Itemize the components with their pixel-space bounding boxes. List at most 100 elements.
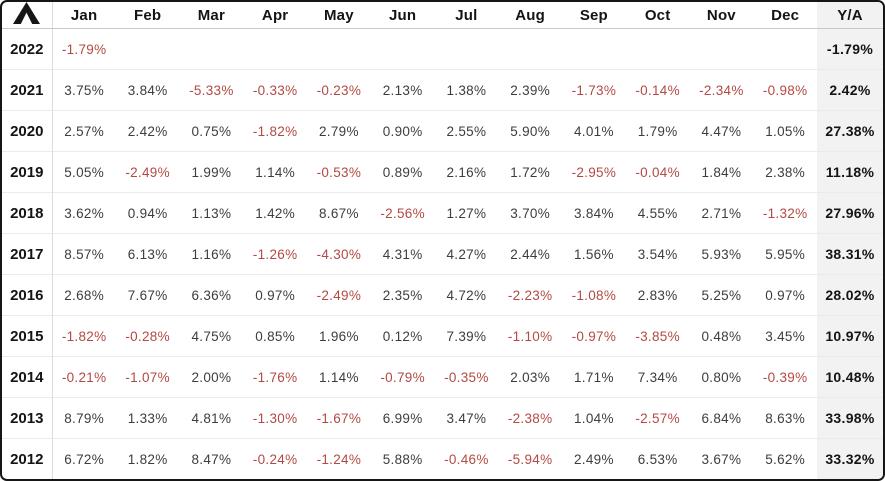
monthly-return-cell: -0.28% (125, 328, 170, 344)
monthly-return-cell (180, 29, 244, 70)
monthly-return-cell: 4.31% (382, 246, 423, 262)
annual-return-cell: 33.98% (817, 397, 883, 439)
table-row: 2019 5.05% -2.49% 1.99% 1.14% -0.53% 0.89% 2.16… (2, 151, 883, 193)
monthly-return-cell (371, 29, 435, 70)
month-header: Dec (753, 2, 817, 29)
table-row: 2015 -1.82% -0.28% 4.75% 0.85% 1.96% 0.12% 7.39… (2, 315, 883, 357)
monthly-return-cell: 5.05% (64, 164, 105, 180)
monthly-return-cell: -1.32% (762, 205, 808, 221)
monthly-return-cell: 5.93% (701, 246, 742, 262)
monthly-return-cell: 8.57% (64, 246, 105, 262)
monthly-return-cell (562, 29, 626, 70)
row-year-label: 2016 (2, 274, 53, 316)
monthly-return-cell: 7.39% (446, 328, 487, 344)
row-year-label: 2022 (2, 28, 53, 70)
table-row: 2016 2.68% 7.67% 6.36% 0.97% -2.49% 2.35% 4.72%… (2, 274, 883, 316)
table-row: 2022 -1.79% -1.79% (2, 28, 883, 70)
monthly-return-cell: 1.56% (573, 246, 614, 262)
monthly-return-cell (690, 29, 754, 70)
monthly-return-cell: 2.35% (382, 287, 423, 303)
monthly-return-cell (243, 29, 307, 70)
monthly-return-cell (435, 29, 499, 70)
monthly-return-cell: 2.39% (510, 82, 551, 98)
monthly-return-cell: 1.99% (191, 164, 232, 180)
monthly-return-cell: 3.67% (701, 451, 742, 467)
monthly-return-cell: 5.25% (701, 287, 742, 303)
monthly-return-cell: 2.79% (318, 123, 359, 139)
monthly-return-cell: 2.71% (701, 205, 742, 221)
monthly-return-cell: -0.04% (635, 164, 680, 180)
monthly-return-cell: -0.98% (762, 82, 808, 98)
monthly-return-cell: 0.94% (127, 205, 168, 221)
monthly-return-cell: 1.71% (573, 369, 614, 385)
monthly-return-cell: -1.82% (252, 123, 298, 139)
table-header: Jan Feb Mar Apr May Jun Jul Aug Sep Oct … (2, 2, 883, 29)
monthly-return-cell: 1.27% (446, 205, 487, 221)
month-header: Jul (434, 2, 499, 29)
monthly-return-cell: 2.16% (446, 164, 487, 180)
month-header: Oct (625, 2, 690, 29)
monthly-return-cell: 4.72% (446, 287, 487, 303)
monthly-return-cell: 0.85% (255, 328, 296, 344)
monthly-return-cell: 6.53% (637, 451, 678, 467)
monthly-return-cell: -0.53% (316, 164, 362, 180)
table-row: 2014 -0.21% -1.07% 2.00% -1.76% 1.14% -0.79% -0… (2, 356, 883, 398)
monthly-return-cell: -1.30% (252, 410, 298, 426)
monthly-return-cell: 0.75% (191, 123, 232, 139)
monthly-return-cell: -0.39% (762, 369, 808, 385)
monthly-return-cell: 3.84% (573, 205, 614, 221)
monthly-return-cell: 1.79% (637, 123, 678, 139)
monthly-return-cell: 8.47% (191, 451, 232, 467)
monthly-return-cell: 4.81% (191, 410, 232, 426)
monthly-return-cell: -0.14% (635, 82, 680, 98)
monthly-return-cell: 4.47% (701, 123, 742, 139)
monthly-return-cell: -1.79% (61, 41, 107, 57)
monthly-return-cell: 1.82% (127, 451, 168, 467)
monthly-return-cell: -2.38% (507, 410, 553, 426)
monthly-return-cell: -0.46% (444, 451, 489, 467)
annual-return-cell: 38.31% (817, 233, 883, 275)
row-year-label: 2012 (2, 438, 53, 479)
monthly-return-cell: -5.33% (189, 82, 234, 98)
monthly-return-cell: 3.54% (637, 246, 678, 262)
table-body: 2022 -1.79% -1.79% 2021 3.75% 3.84% -5.33% -0.3… (2, 28, 883, 479)
monthly-return-cell: 7.34% (637, 369, 678, 385)
table-row: 2012 6.72% 1.82% 8.47% -0.24% -1.24% 5.88% -0.4… (2, 438, 883, 479)
monthly-return-cell: 8.67% (318, 205, 359, 221)
month-header: Feb (115, 2, 180, 29)
monthly-return-cell: -5.94% (507, 451, 553, 467)
annual-return-cell: 33.32% (817, 438, 883, 479)
monthly-return-cell: -0.35% (444, 369, 489, 385)
annual-return-cell: 2.42% (817, 69, 883, 111)
monthly-return-cell: -1.82% (61, 328, 107, 344)
monthly-return-cell: 3.84% (127, 82, 168, 98)
monthly-return-cell: 8.79% (64, 410, 105, 426)
month-header: Sep (562, 2, 626, 29)
monthly-return-cell: -0.97% (571, 328, 617, 344)
annual-return-cell: 11.18% (817, 151, 883, 193)
monthly-return-cell: 6.84% (701, 410, 742, 426)
monthly-return-cell: -0.79% (380, 369, 425, 385)
monthly-return-cell: 2.13% (382, 82, 423, 98)
monthly-return-cell (307, 29, 371, 70)
monthly-return-cell: 2.42% (127, 123, 168, 139)
monthly-return-cell: 5.88% (382, 451, 423, 467)
row-year-label: 2014 (2, 356, 53, 398)
monthly-return-cell: 1.05% (765, 123, 806, 139)
monthly-return-cell: 2.03% (510, 369, 551, 385)
monthly-return-cell: -1.10% (507, 328, 553, 344)
monthly-return-cell: 0.48% (701, 328, 742, 344)
monthly-return-cell: 6.36% (191, 287, 232, 303)
monthly-return-cell: -1.76% (252, 369, 298, 385)
monthly-return-cell: 4.75% (191, 328, 232, 344)
monthly-return-cell: 4.27% (446, 246, 487, 262)
logo-cell[interactable] (2, 2, 53, 29)
monthly-return-cell: 6.99% (382, 410, 423, 426)
monthly-return-cell: 1.13% (191, 205, 232, 221)
monthly-return-cell (753, 29, 817, 70)
monthly-return-cell (116, 29, 180, 70)
monthly-return-cell: -2.23% (507, 287, 553, 303)
header-row: Jan Feb Mar Apr May Jun Jul Aug Sep Oct … (2, 2, 883, 29)
row-year-label: 2015 (2, 315, 53, 357)
month-header: Mar (179, 2, 244, 29)
